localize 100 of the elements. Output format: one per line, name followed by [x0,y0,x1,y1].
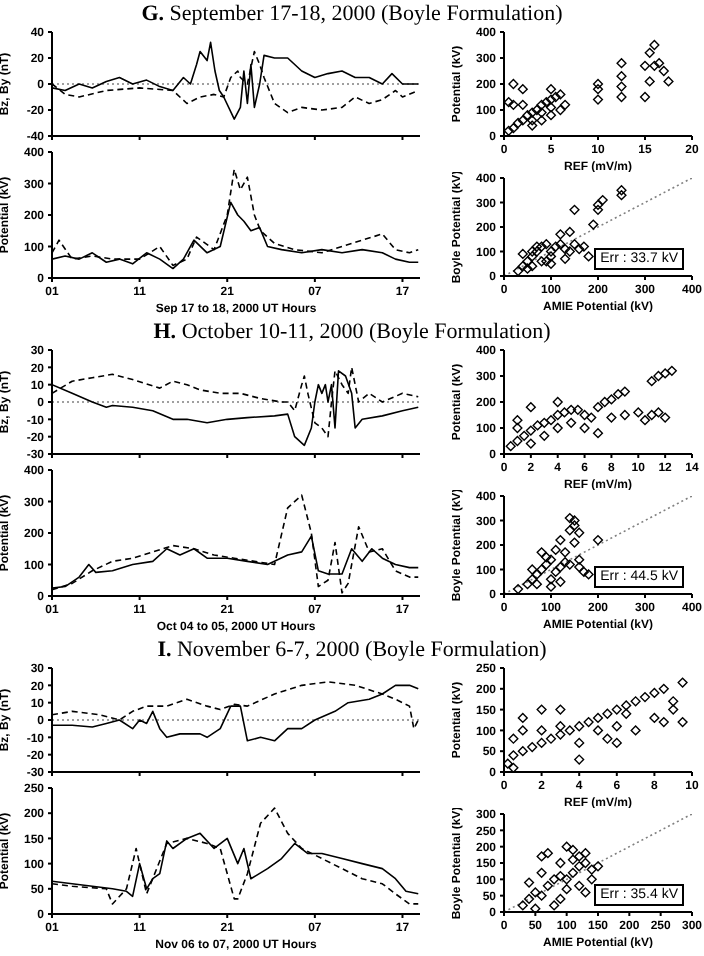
point [560,253,571,264]
point [574,527,585,538]
point [545,415,557,426]
point [569,239,580,250]
point [513,117,524,129]
point [525,438,536,449]
point [606,412,617,423]
point [555,704,566,715]
point [602,733,613,744]
point [677,677,688,688]
chart-title: H. October 10-11, 2000 (Boyle Formulation) [151,320,553,345]
point [552,409,563,421]
point [567,867,579,878]
point [574,721,585,732]
point [580,848,591,859]
point [555,239,566,250]
point [606,394,617,405]
point [592,535,604,546]
point [653,407,664,418]
point [639,692,651,703]
point [508,99,519,110]
point [619,409,630,421]
point [569,515,580,526]
point [567,844,579,856]
point [550,544,561,555]
chart-title: G. September 17-18, 2000 (Boyle Formulation) [139,2,565,27]
point [517,746,528,757]
point [536,107,547,118]
point [583,569,594,580]
point [555,576,566,587]
point [519,430,530,441]
point [536,564,547,575]
point [579,422,590,434]
point [531,579,542,590]
point [560,99,571,110]
point [666,365,677,376]
point [592,861,604,872]
point [530,903,541,912]
point [536,547,547,558]
point [527,564,538,575]
point [549,900,560,911]
point [555,89,566,100]
point [536,256,547,267]
point [517,725,528,736]
point [527,107,538,118]
point [569,537,580,548]
point [580,857,591,869]
point [592,199,604,211]
point [649,60,660,71]
point [677,716,688,728]
point [541,239,552,250]
point [592,402,604,413]
point [545,554,557,565]
point [574,561,585,573]
point [654,58,665,69]
point [531,569,542,580]
point [566,404,577,415]
point [522,263,533,274]
point [512,422,523,434]
point [536,867,547,878]
point [611,721,622,732]
point [660,368,671,379]
point [597,194,608,206]
point [542,880,553,891]
point [527,741,538,753]
point [522,579,533,590]
point [616,190,627,201]
point [536,737,547,748]
point [545,581,557,592]
point [611,704,622,715]
point [630,696,641,707]
point [555,104,566,116]
point [536,851,547,862]
point [646,376,657,387]
point [550,566,561,578]
point [555,535,566,546]
point [574,554,585,565]
point [504,758,513,769]
point [616,71,627,82]
point [508,123,519,134]
point [545,574,557,585]
point [616,58,627,69]
point [508,762,519,772]
point [613,389,624,400]
point [561,884,572,895]
point [574,851,585,862]
point [536,99,547,110]
point [517,99,528,110]
point [522,256,533,267]
point [536,115,547,126]
point [527,251,538,262]
point [644,47,655,58]
point [508,733,519,744]
point [574,880,585,891]
point [566,417,577,428]
point [574,754,585,765]
point [592,94,604,105]
point [517,248,528,260]
point [552,422,563,434]
point [639,415,651,426]
